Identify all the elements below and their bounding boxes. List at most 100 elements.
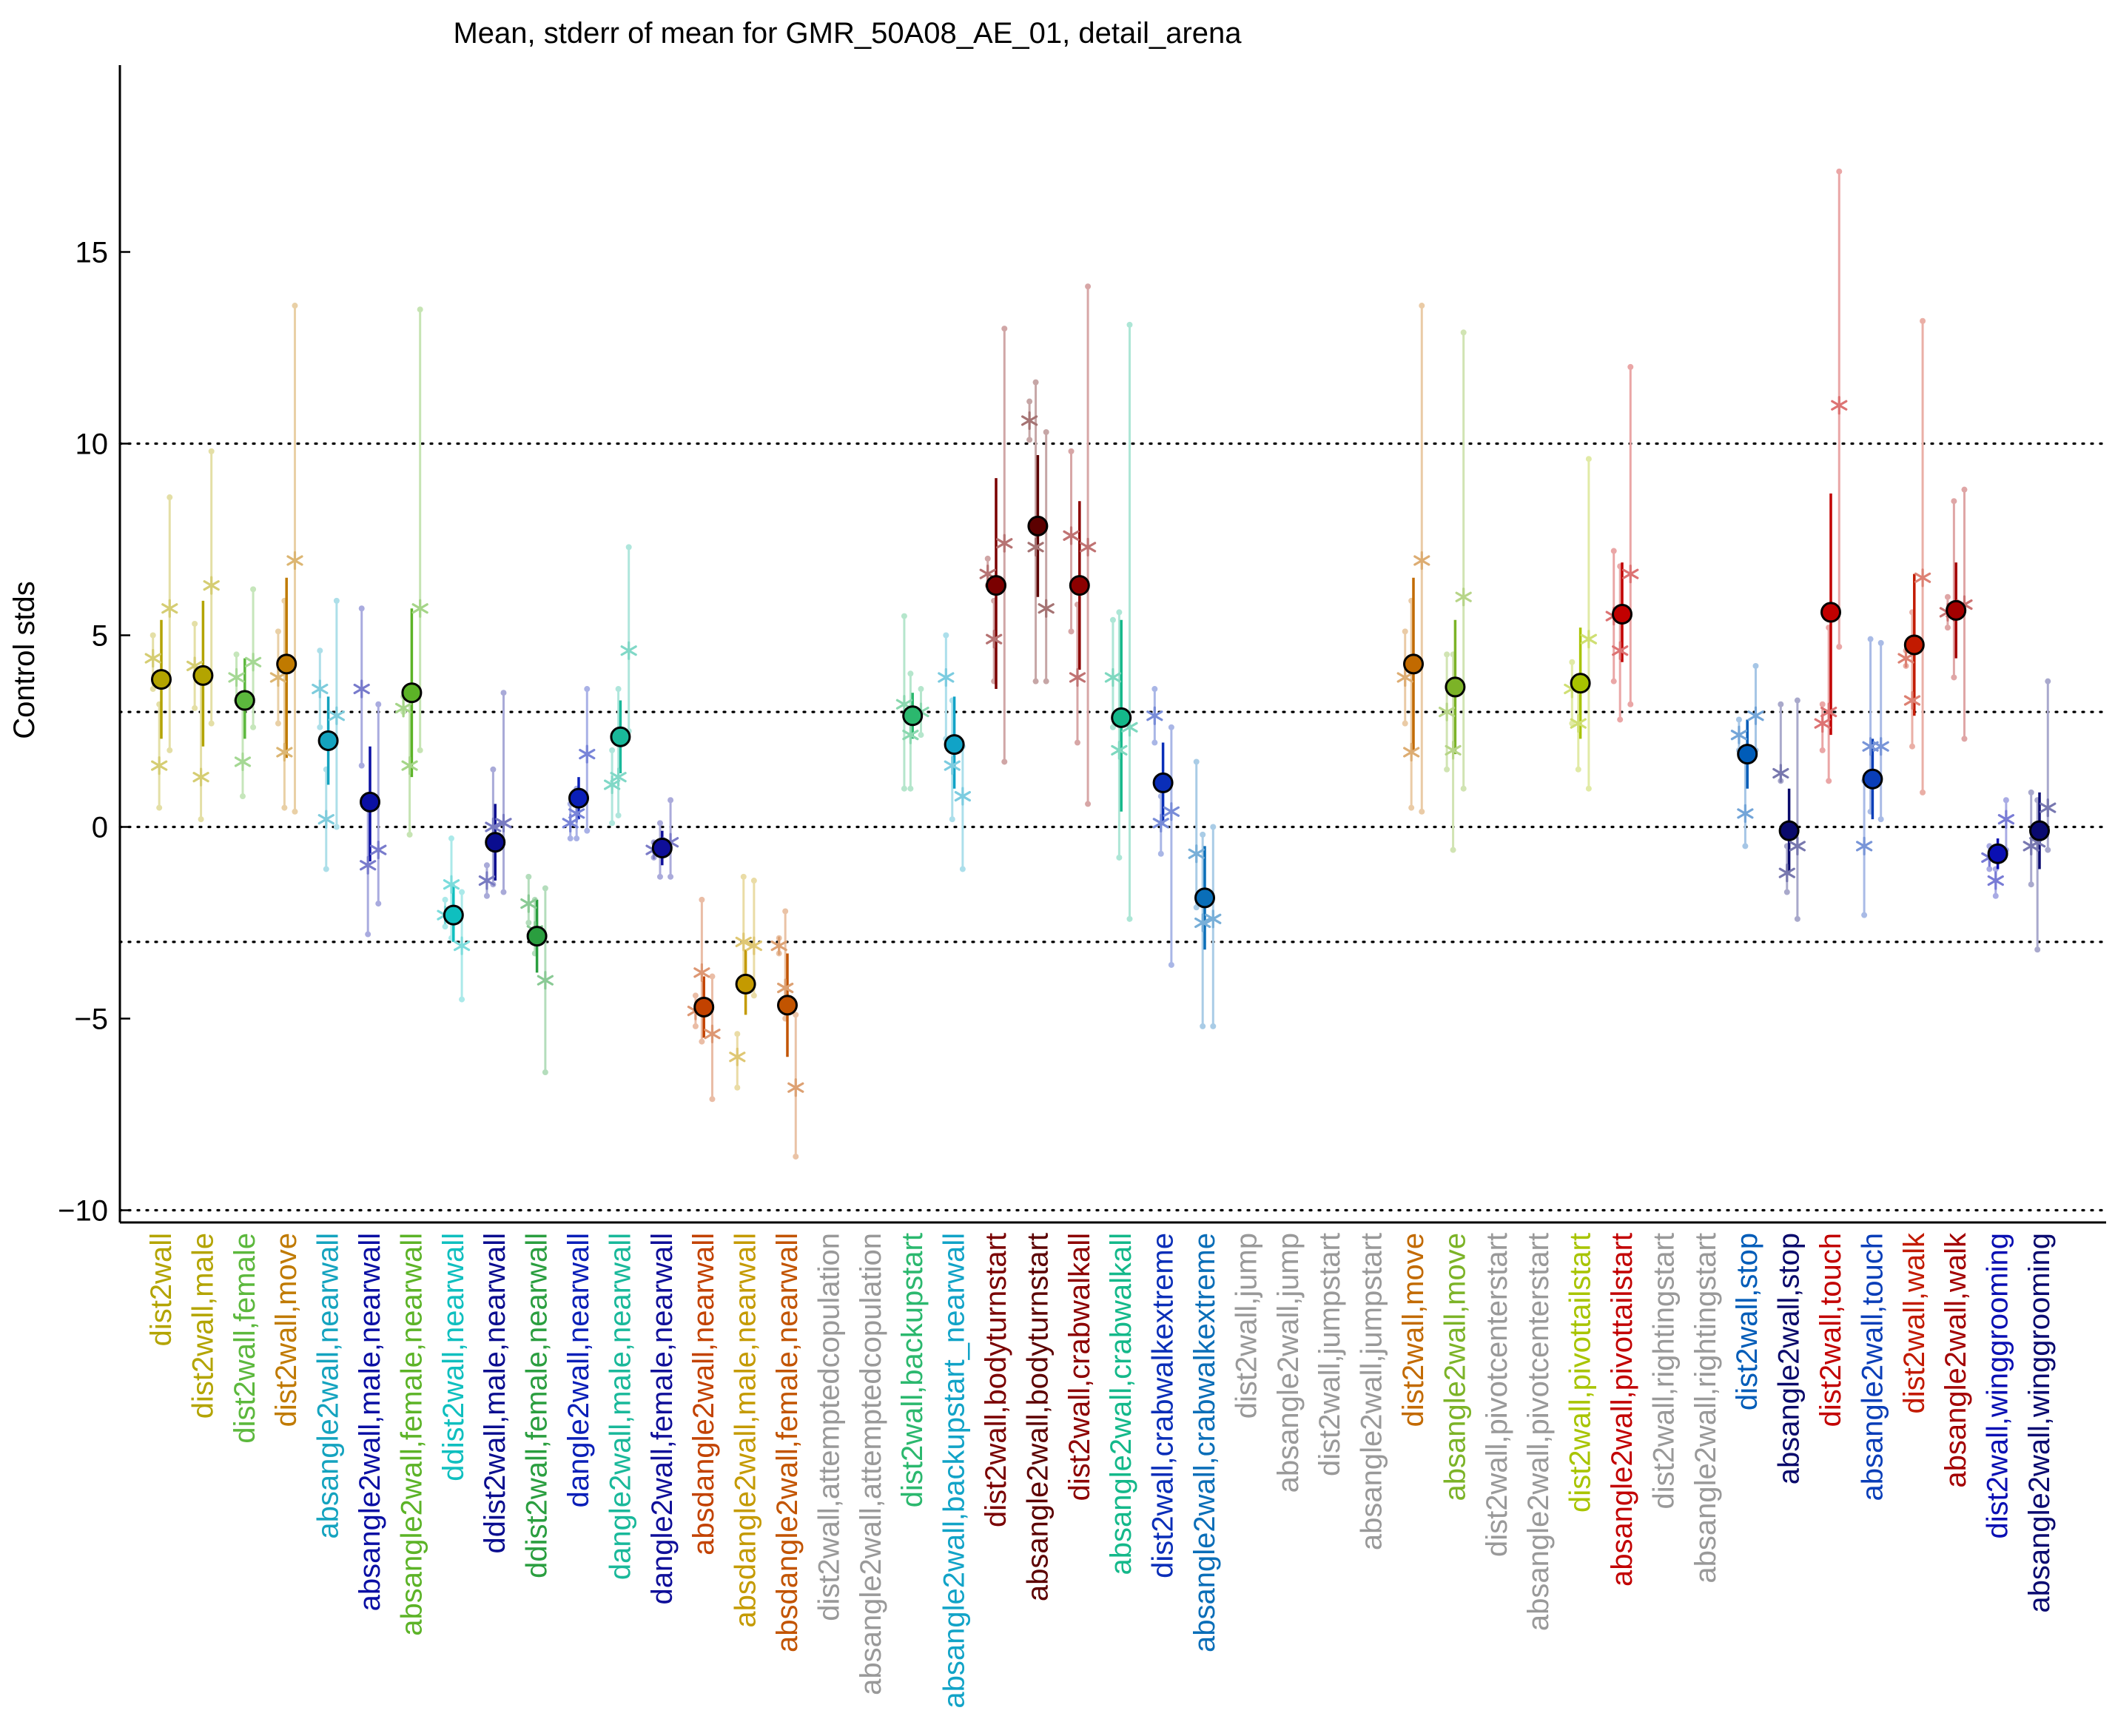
y-tick-label: 15: [75, 237, 109, 269]
range-end-dot: [292, 303, 298, 309]
star-stroke: [1188, 848, 1205, 859]
x-tick-label: absangle2wall,pivotcenterstart: [1522, 1233, 1555, 1631]
star-stroke: [286, 555, 303, 566]
x-tick-label: dist2wall,pivotcenterstart: [1481, 1233, 1513, 1557]
range-end-dot: [358, 762, 365, 769]
x-tick-label: absangle2wall,rightingstart: [1689, 1233, 1722, 1584]
range-end-dot: [699, 896, 705, 903]
mean-marker: [1820, 602, 1841, 623]
range-end-dot: [1116, 609, 1123, 616]
star-marker: [1455, 588, 1472, 607]
star-stroke: [269, 672, 287, 683]
star-marker: [1152, 813, 1169, 832]
star-stroke: [2040, 802, 2057, 813]
range-end-dot: [1408, 804, 1415, 811]
star-stroke: [328, 710, 346, 721]
star-stroke: [485, 821, 502, 832]
star-stroke: [1820, 706, 1837, 718]
mean-marker: [944, 734, 965, 756]
star-marker: [1079, 537, 1097, 556]
mean-marker: [1194, 887, 1215, 909]
range-end-dot: [1877, 639, 1884, 646]
range-end-dot: [1444, 651, 1450, 658]
star-marker: [1789, 836, 1806, 856]
x-tick-label: absangle2wall,bodyturnstart: [1021, 1233, 1054, 1601]
star-stroke: [1831, 400, 1848, 411]
range-end-dot: [1826, 778, 1832, 784]
mean-marker: [1612, 604, 1633, 625]
range-end-dot: [1444, 766, 1450, 773]
star-stroke: [1069, 672, 1086, 683]
range-end-dot: [525, 873, 532, 880]
star-marker: [1622, 565, 1639, 584]
star-stroke: [1612, 645, 1629, 656]
range-end-dot: [317, 647, 323, 654]
range-end-dot: [1450, 847, 1456, 853]
star-marker: [1063, 526, 1080, 545]
x-tick-label: dangle2wall,male,nearwall: [604, 1233, 636, 1580]
mean-marker: [234, 690, 255, 711]
range-end-dot: [1735, 716, 1742, 723]
star-stroke: [1038, 603, 1055, 614]
star-marker: [1020, 411, 1038, 431]
star-stroke: [787, 1082, 804, 1093]
star-marker: [1188, 844, 1205, 864]
star-marker: [495, 813, 512, 832]
star-marker: [1831, 396, 1848, 415]
range-end-dot: [2045, 847, 2051, 853]
range-end-dot: [459, 889, 465, 895]
range-end-dot: [358, 605, 365, 612]
range-end-dot: [156, 804, 163, 811]
mean-marker: [1069, 575, 1090, 596]
mean-marker: [1027, 515, 1049, 536]
range-end-dot: [584, 686, 591, 693]
range-end-dot: [1068, 448, 1075, 454]
star-marker: [317, 810, 334, 829]
x-tick-label: absdangle2wall,female,nearwall: [771, 1233, 804, 1652]
range-end-dot: [1944, 625, 1951, 631]
y-tick-label: 10: [75, 428, 109, 461]
star-stroke: [1396, 672, 1413, 683]
star-stroke: [1789, 841, 1806, 852]
x-tick-label: dist2wall,female: [229, 1233, 261, 1444]
x-tick-label: dist2wall,crabwalkall: [1063, 1233, 1096, 1501]
star-stroke: [1778, 867, 1795, 878]
star-stroke: [1079, 542, 1097, 553]
x-tick-label: ddist2wall,male,nearwall: [479, 1233, 511, 1554]
mean-marker: [986, 575, 1006, 596]
x-tick-label: dist2wall,bodyturnstart: [980, 1233, 1012, 1527]
range-end-dot: [192, 620, 198, 627]
star-marker: [1737, 804, 1754, 823]
star-marker: [770, 936, 787, 955]
mean-marker: [1445, 676, 1466, 698]
range-end-dot: [692, 1023, 699, 1029]
range-end-dot: [149, 632, 156, 639]
star-marker: [1580, 630, 1598, 649]
range-end-dot: [1068, 628, 1075, 635]
star-marker: [478, 871, 496, 890]
x-tick-label: absangle2wall,attemptedcopulation: [855, 1233, 887, 1695]
star-marker: [520, 894, 537, 913]
star-marker: [938, 667, 955, 687]
star-marker: [453, 936, 471, 955]
star-marker: [1914, 568, 1931, 588]
star-marker: [1987, 871, 2004, 890]
range-end-dot: [1210, 824, 1217, 830]
range-end-dot: [233, 651, 240, 658]
star-stroke: [1872, 741, 1889, 752]
mean-marker: [1862, 768, 1883, 790]
star-marker: [1772, 764, 1789, 783]
star-stroke: [610, 772, 627, 783]
y-tick-label: −10: [58, 1195, 108, 1228]
range-end-dot: [584, 827, 591, 834]
star-marker: [1205, 909, 1222, 929]
range-end-dot: [542, 885, 548, 892]
star-stroke: [1445, 744, 1462, 756]
range-end-dot: [1951, 674, 1957, 681]
star-marker: [1069, 667, 1086, 687]
star-stroke: [620, 645, 637, 656]
star-stroke: [1737, 808, 1754, 819]
range-end-dot: [1168, 961, 1174, 968]
star-stroke: [735, 936, 752, 948]
range-end-dot: [1627, 701, 1634, 707]
